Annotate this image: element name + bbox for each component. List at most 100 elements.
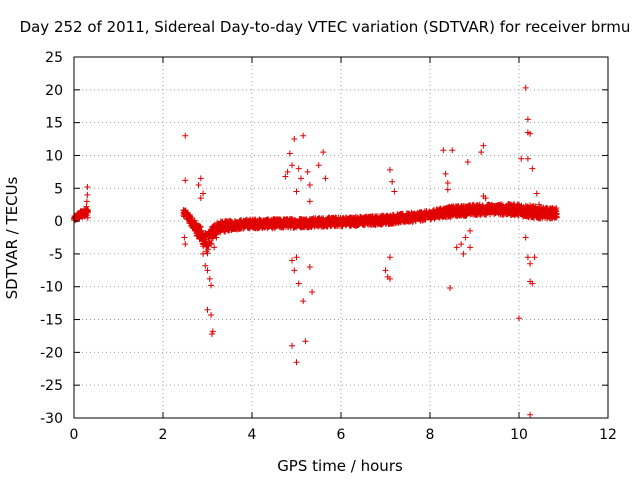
x-tick-label: 10 xyxy=(510,427,528,443)
outlier-point xyxy=(482,195,489,202)
outlier-point xyxy=(300,132,307,139)
band-point xyxy=(553,204,560,211)
x-tick-label: 8 xyxy=(426,427,435,443)
outlier-point xyxy=(293,359,300,366)
outlier-point xyxy=(84,214,91,221)
band-point xyxy=(553,210,560,217)
outlier-point xyxy=(382,267,389,274)
x-tick-label: 4 xyxy=(248,427,257,443)
y-tick-label: 5 xyxy=(54,181,63,197)
outlier-point xyxy=(524,254,531,261)
band-point xyxy=(197,223,204,230)
y-tick-label: 15 xyxy=(45,116,63,132)
outlier-point xyxy=(182,132,189,139)
outlier-point xyxy=(444,186,451,193)
outlier-point xyxy=(302,338,309,345)
outlier-point xyxy=(208,311,215,318)
axis-ticks: 0 2 4 6 8 10 12 25 20 15 10 5 0 -5 -10 -15 -20 -25 -30 xyxy=(40,50,617,443)
outlier-point xyxy=(315,162,322,169)
band-point xyxy=(552,207,559,214)
outlier-point xyxy=(286,150,293,157)
outlier-point xyxy=(200,190,207,197)
outlier-point xyxy=(522,234,529,241)
outlier-point xyxy=(83,198,90,205)
outlier-point xyxy=(527,411,534,418)
y-tick-label: -20 xyxy=(40,345,63,361)
chart-title: Day 252 of 2011, Sidereal Day-to-day VTE… xyxy=(20,18,631,36)
outlier-point xyxy=(527,130,534,137)
outlier-point xyxy=(300,298,307,305)
outlier-point xyxy=(293,188,300,195)
outlier-point xyxy=(182,177,189,184)
data-points xyxy=(71,84,560,418)
outlier-point xyxy=(478,149,485,156)
outlier-point xyxy=(531,254,538,261)
outlier-point xyxy=(529,165,536,172)
y-axis-label: SDTVAR / TECUs xyxy=(3,176,21,299)
outlier-point xyxy=(291,267,298,274)
band-point xyxy=(193,220,200,227)
outlier-point xyxy=(295,165,302,172)
outlier-point xyxy=(386,166,393,173)
outlier-point xyxy=(282,173,289,180)
outlier-point xyxy=(200,250,207,257)
outlier-point xyxy=(206,275,213,282)
outlier-point xyxy=(440,147,447,154)
band-point xyxy=(205,246,212,253)
outlier-point xyxy=(306,198,313,205)
outlier-point xyxy=(522,84,529,91)
outlier-point xyxy=(442,170,449,177)
outlier-point xyxy=(322,175,329,182)
outlier-point xyxy=(389,178,396,185)
outlier-point xyxy=(213,234,220,241)
y-tick-label: 10 xyxy=(45,148,63,164)
outlier-point xyxy=(182,241,189,248)
outlier-point xyxy=(529,280,536,287)
outlier-point xyxy=(447,285,454,292)
outlier-point xyxy=(84,191,91,198)
x-tick-label: 12 xyxy=(599,427,617,443)
outlier-point xyxy=(211,244,218,251)
outlier-point xyxy=(309,288,316,295)
outlier-point xyxy=(202,262,209,269)
outlier-point xyxy=(536,201,543,208)
outlier-point xyxy=(306,181,313,188)
outlier-point xyxy=(516,315,522,322)
outlier-point xyxy=(209,328,216,335)
outlier-point xyxy=(83,203,90,210)
outlier-point xyxy=(208,282,215,289)
outlier-point xyxy=(284,168,291,175)
outlier-point xyxy=(386,254,393,261)
band-point xyxy=(84,208,91,215)
outlier-point xyxy=(518,155,525,162)
outlier-point xyxy=(197,195,204,202)
outlier-point xyxy=(453,244,460,251)
outlier-point xyxy=(527,260,534,267)
outlier-point xyxy=(291,136,298,143)
y-tick-label: 20 xyxy=(45,83,63,99)
x-tick-label: 6 xyxy=(337,427,346,443)
band-point xyxy=(208,240,215,247)
outlier-point xyxy=(204,306,211,313)
outlier-point xyxy=(208,330,215,337)
outlier-point xyxy=(386,275,393,282)
outlier-point xyxy=(297,175,304,182)
outlier-point xyxy=(467,244,474,251)
y-tick-label: -15 xyxy=(40,313,63,329)
x-tick-label: 2 xyxy=(159,427,168,443)
outlier-point xyxy=(289,342,296,349)
outlier-point xyxy=(391,188,398,195)
outlier-point xyxy=(289,162,296,169)
outlier-point xyxy=(464,159,471,166)
outlier-point xyxy=(524,155,531,162)
y-tick-label: -25 xyxy=(40,378,63,394)
outlier-point xyxy=(181,234,188,241)
outlier-point xyxy=(467,227,474,234)
outlier-point xyxy=(533,190,540,197)
y-tick-label: -5 xyxy=(49,247,63,263)
outlier-point xyxy=(195,181,202,188)
outlier-point xyxy=(462,234,469,241)
x-axis-label: GPS time / hours xyxy=(277,457,403,475)
outlier-point xyxy=(460,250,467,257)
